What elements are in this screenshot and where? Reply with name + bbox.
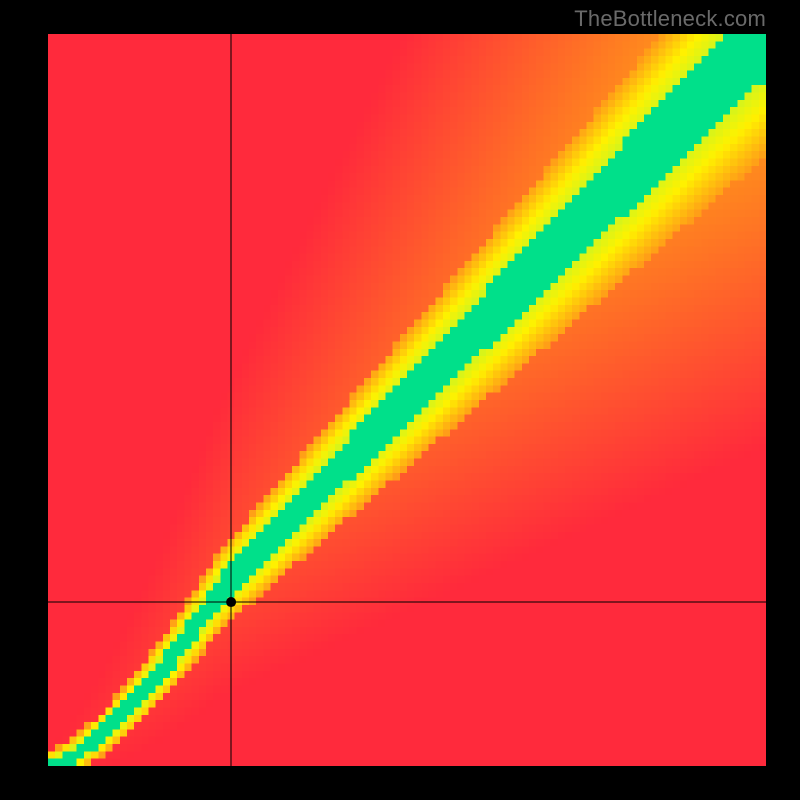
bottleneck-heatmap	[48, 34, 766, 766]
watermark-text: TheBottleneck.com	[574, 6, 766, 32]
heatmap-canvas	[48, 34, 766, 766]
